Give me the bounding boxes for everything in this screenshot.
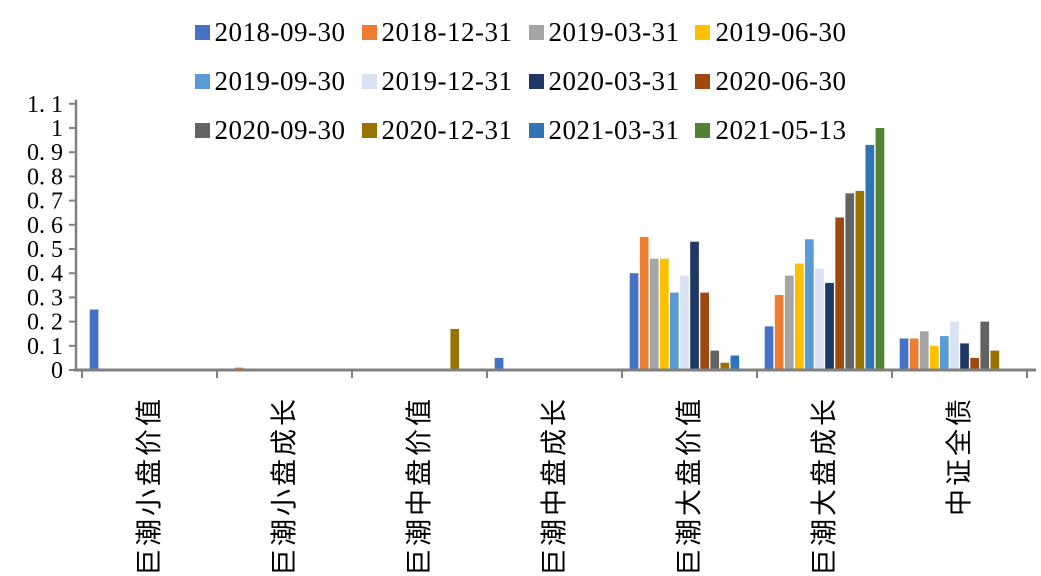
- y-tick-label: 0. 4: [27, 261, 63, 287]
- legend-item-2020-03-31: 2020-03-31: [528, 66, 680, 96]
- y-tick-label: 0. 8: [27, 164, 63, 190]
- bar-2019-12-31-巨潮大盘成长: [815, 268, 824, 370]
- bar-2018-09-30-中证全债: [899, 338, 909, 370]
- bar-2018-12-31-中证全债: [909, 338, 919, 370]
- bar-2019-12-31-巨潮大盘价值: [680, 275, 689, 370]
- bar-2020-06-30-巨潮大盘成长: [835, 217, 844, 370]
- legend-swatch-icon: [194, 123, 210, 138]
- y-tick-label: 0. 7: [27, 189, 63, 215]
- legend-item-2018-12-31: 2018-12-31: [361, 17, 513, 47]
- bar-2020-12-31-巨潮大盘价值: [720, 362, 730, 370]
- bar-2019-06-30-巨潮大盘成长: [795, 263, 804, 370]
- legend-swatch-icon: [695, 123, 711, 138]
- bar-2018-09-30-巨潮中盘成长: [494, 357, 504, 370]
- bar-2018-12-31-巨潮大盘价值: [639, 236, 649, 370]
- legend-row: 2019-09-30 2019-12-31 2020-03-31 2020-06-30: [0, 57, 1041, 106]
- bar-2019-12-31-中证全债: [950, 321, 959, 370]
- bar-2019-06-30-中证全债: [930, 345, 939, 370]
- bar-2019-03-31-巨潮大盘价值: [649, 258, 659, 370]
- legend-label: 2021-05-13: [715, 115, 847, 145]
- legend-label: 2019-03-31: [548, 17, 680, 47]
- legend-label: 2020-06-30: [715, 66, 847, 96]
- legend-item-2019-09-30: 2019-09-30: [194, 66, 346, 96]
- legend-item-2020-09-30: 2020-09-30: [194, 115, 346, 145]
- bar-2019-03-31-中证全债: [919, 331, 929, 370]
- legend-swatch-icon: [194, 25, 210, 40]
- y-tick-label: 0. 3: [27, 285, 63, 311]
- bar-2018-12-31-巨潮大盘成长: [774, 295, 784, 370]
- legend-item-2019-03-31: 2019-03-31: [528, 17, 680, 47]
- legend-item-2020-06-30: 2020-06-30: [695, 68, 846, 95]
- legend-swatch-icon: [695, 25, 711, 40]
- bar-2021-03-31-巨潮大盘成长: [865, 144, 875, 370]
- legend-swatch-icon: [695, 74, 711, 89]
- bar-2020-09-30-巨潮大盘成长: [845, 193, 855, 370]
- bar-2018-09-30-巨潮小盘价值: [89, 309, 99, 370]
- legend-swatch-icon: [194, 74, 210, 89]
- bar-2018-09-30-巨潮大盘成长: [764, 326, 774, 370]
- bar-2019-06-30-巨潮大盘价值: [660, 258, 669, 370]
- bar-2021-05-13-巨潮大盘成长: [875, 128, 885, 370]
- legend-label: 2019-12-31: [381, 66, 513, 96]
- y-tick-label: 0. 1: [27, 334, 63, 360]
- x-category-label: 巨潮小盘价值: [135, 396, 165, 576]
- bar-2020-06-30-中证全债: [970, 357, 979, 370]
- bar-2020-06-30-巨潮大盘价值: [700, 292, 709, 370]
- y-tick-label: 1: [51, 116, 63, 142]
- bar-2020-03-31-巨潮大盘成长: [825, 282, 834, 370]
- legend-swatch-icon: [528, 74, 544, 89]
- legend-row: 2020-09-30 2020-12-31 2021-03-31 2021-05-13: [0, 106, 1041, 155]
- x-category-label: 中证全债: [945, 396, 975, 516]
- x-category-label: 巨潮大盘价值: [675, 396, 705, 576]
- legend-label: 2018-09-30: [214, 17, 346, 47]
- x-category-label: 巨潮中盘成长: [540, 396, 570, 576]
- y-tick-label: 0. 5: [27, 237, 63, 263]
- chart-legend: 2018-09-30 2018-12-31 2019-03-31 2019-06-30…: [0, 8, 1041, 155]
- y-tick-label: 0. 2: [27, 310, 63, 336]
- bar-2019-09-30-巨潮大盘价值: [670, 292, 679, 370]
- bar-2019-09-30-巨潮大盘成长: [805, 239, 814, 370]
- y-tick-label: 0: [51, 358, 63, 384]
- legend-item-2021-05-13: 2021-05-13: [695, 117, 846, 144]
- legend-swatch-icon: [361, 74, 377, 89]
- y-tick-label: 1. 1: [27, 92, 63, 118]
- legend-label: 2020-09-30: [214, 115, 346, 145]
- legend-item-2021-03-31: 2021-03-31: [528, 115, 680, 145]
- x-category-label: 巨潮小盘成长: [270, 396, 300, 576]
- y-tick-label: 0. 6: [27, 213, 63, 239]
- legend-label: 2021-03-31: [548, 115, 680, 145]
- legend-label: 2020-12-31: [381, 115, 513, 145]
- legend-item-2018-09-30: 2018-09-30: [194, 17, 346, 47]
- y-tick-label: 0. 9: [27, 140, 63, 166]
- legend-item-2019-12-31: 2019-12-31: [361, 66, 513, 96]
- legend-label: 2019-06-30: [715, 17, 847, 47]
- legend-swatch-icon: [528, 25, 544, 40]
- x-category-label: 巨潮中盘价值: [405, 396, 435, 576]
- bar-2020-09-30-巨潮大盘价值: [710, 350, 720, 370]
- legend-swatch-icon: [361, 25, 377, 40]
- bar-2020-12-31-中证全债: [990, 350, 1000, 370]
- legend-swatch-icon: [528, 123, 544, 138]
- legend-swatch-icon: [361, 123, 377, 138]
- bar-2020-03-31-巨潮大盘价值: [690, 241, 699, 370]
- bar-2019-09-30-中证全债: [940, 336, 949, 370]
- bar-2021-03-31-巨潮大盘价值: [730, 355, 740, 370]
- legend-label: 2018-12-31: [381, 17, 513, 47]
- legend-item-2020-12-31: 2020-12-31: [361, 115, 513, 145]
- bar-2020-12-31-巨潮中盘价值: [450, 328, 460, 370]
- legend-item-2019-06-30: 2019-06-30: [695, 19, 846, 46]
- bar-2020-03-31-中证全债: [960, 343, 969, 370]
- bar-2020-09-30-中证全债: [980, 321, 990, 370]
- legend-label: 2020-03-31: [548, 66, 680, 96]
- x-category-label: 巨潮大盘成长: [810, 396, 840, 576]
- bar-2018-09-30-巨潮大盘价值: [629, 273, 639, 370]
- bar-2019-03-31-巨潮大盘成长: [784, 275, 794, 370]
- bar-2020-12-31-巨潮大盘成长: [855, 190, 865, 370]
- legend-row: 2018-09-30 2018-12-31 2019-03-31 2019-06-30: [0, 8, 1041, 57]
- legend-label: 2019-09-30: [214, 66, 346, 96]
